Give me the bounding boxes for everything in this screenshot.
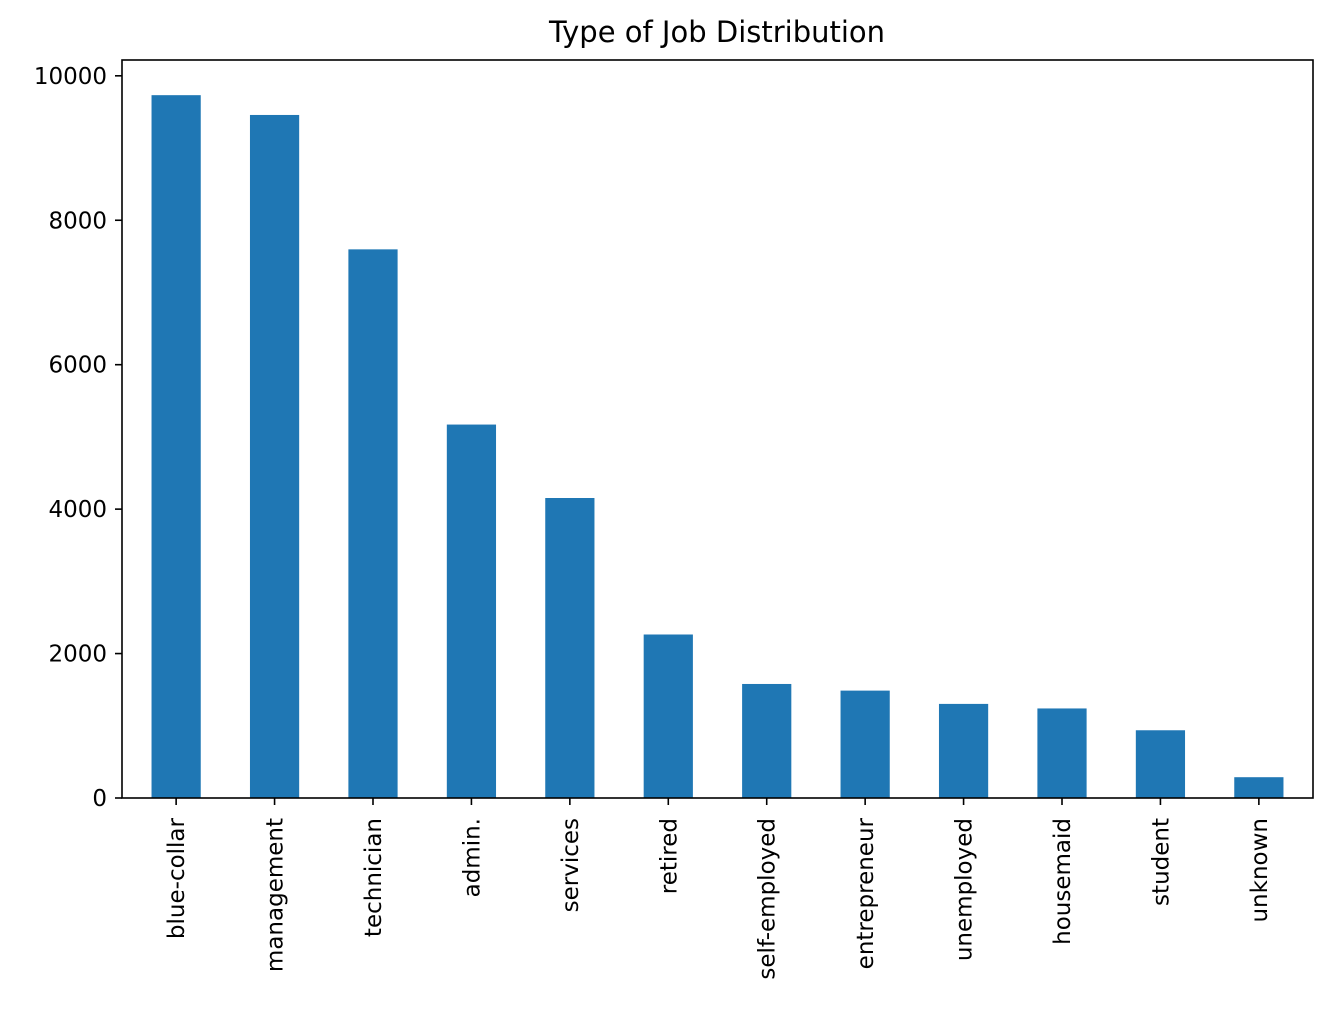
- x-tick-label: entrepreneur: [853, 817, 879, 969]
- bar-retired: [643, 634, 693, 798]
- bar-admin: [446, 424, 497, 798]
- bar-blue-collar: [151, 95, 201, 799]
- x-tick-label: management: [263, 818, 289, 972]
- bar-services: [545, 498, 595, 798]
- x-tick-label: self-employed: [755, 818, 781, 980]
- x-tick-label: services: [558, 818, 584, 912]
- bar-unemployed: [938, 703, 989, 798]
- x-tick-label: student: [1148, 818, 1174, 906]
- bar-self-employed: [742, 683, 792, 798]
- x-axis: blue-collar management technician admin. ser…: [164, 798, 1273, 980]
- y-tick-label: 8000: [48, 208, 107, 234]
- x-tick-label: admin.: [459, 818, 485, 897]
- bar-technician: [348, 249, 398, 798]
- bars-group: [151, 95, 1284, 799]
- x-tick-label: retired: [656, 818, 682, 894]
- bar-unknown: [1234, 777, 1284, 798]
- x-tick-label: unemployed: [952, 818, 978, 961]
- bar-management: [249, 114, 300, 799]
- x-tick-label: housemaid: [1050, 818, 1076, 945]
- plot-frame: [121, 59, 1314, 799]
- y-tick-label: 0: [92, 786, 107, 812]
- y-tick-label: 4000: [48, 497, 107, 523]
- y-tick-label: 6000: [48, 353, 107, 379]
- bar-housemaid: [1037, 708, 1087, 798]
- bar-entrepreneur: [840, 690, 890, 798]
- y-tick-label: 10000: [34, 64, 107, 90]
- x-tick-label: unknown: [1247, 818, 1273, 923]
- y-tick-label: 2000: [48, 642, 107, 668]
- y-axis: 0 2000 4000 6000 8000 10000: [34, 64, 122, 812]
- x-tick-label: technician: [361, 818, 387, 937]
- chart-title: Type of Job Distribution: [548, 15, 885, 49]
- x-tick-label: blue-collar: [164, 817, 190, 939]
- bar-student: [1135, 730, 1186, 798]
